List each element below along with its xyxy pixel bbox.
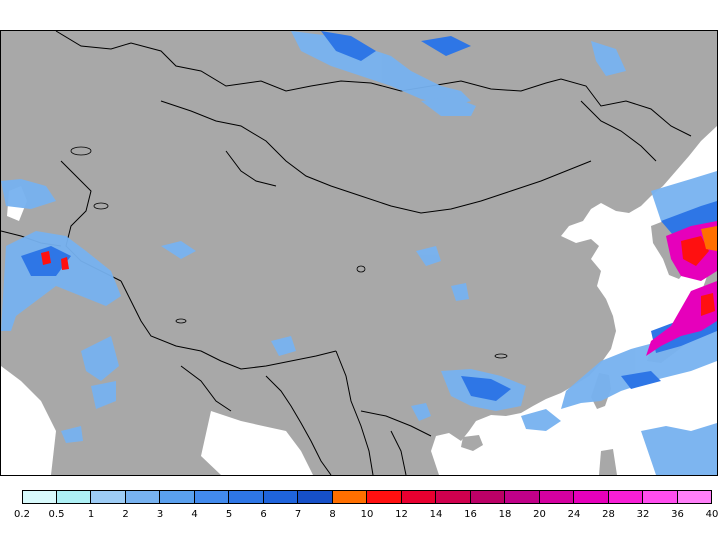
legend-tick-label: 18 bbox=[498, 509, 512, 520]
precip-orange bbox=[701, 226, 717, 251]
legend-swatch bbox=[298, 490, 333, 504]
precipitation-map bbox=[0, 30, 718, 476]
legend-swatch bbox=[470, 490, 505, 504]
legend-swatch bbox=[574, 490, 609, 504]
legend-tick-label: 32 bbox=[636, 509, 650, 520]
lakes bbox=[70, 146, 508, 359]
legend-tick-label: 10 bbox=[360, 509, 374, 520]
legend-swatch bbox=[332, 490, 367, 504]
legend-tick-label: 40 bbox=[705, 509, 719, 520]
legend-swatch bbox=[436, 490, 471, 504]
legend-tick-label: 3 bbox=[156, 509, 164, 520]
legend-tick-label: 16 bbox=[464, 509, 477, 520]
legend-tick-label: 12 bbox=[395, 509, 408, 520]
legend-tick-label: 28 bbox=[602, 509, 615, 520]
legend-tick-label: 7 bbox=[294, 509, 302, 520]
precip-extreme bbox=[41, 236, 715, 316]
arabian-sea bbox=[1, 366, 56, 475]
legend-swatch bbox=[677, 490, 712, 504]
legend-swatch bbox=[643, 490, 678, 504]
legend-swatch bbox=[194, 490, 229, 504]
legend-tick-label: 1 bbox=[87, 509, 95, 520]
legend-swatch bbox=[56, 490, 91, 504]
hainan-island bbox=[461, 435, 483, 451]
legend-tick-label: 4 bbox=[191, 509, 198, 520]
philippines-island bbox=[599, 449, 617, 475]
legend-tick-label: 24 bbox=[567, 509, 581, 520]
legend-swatch bbox=[91, 490, 126, 504]
legend-swatch bbox=[263, 490, 298, 504]
legend-tick-label: 5 bbox=[225, 509, 233, 520]
map-canvas bbox=[1, 31, 717, 475]
legend-swatch bbox=[229, 490, 264, 504]
legend-swatch bbox=[401, 490, 436, 504]
legend-tick-label: 20 bbox=[533, 509, 546, 520]
legend-tick-label: 36 bbox=[671, 509, 684, 520]
legend-swatch bbox=[125, 490, 160, 504]
legend-swatch bbox=[22, 490, 57, 504]
legend-swatch bbox=[539, 490, 574, 504]
precip-legend bbox=[22, 490, 712, 504]
legend-tick-label: 2 bbox=[122, 509, 129, 520]
legend-tick-label: 0.2 bbox=[14, 509, 30, 520]
legend-tick-label: 14 bbox=[429, 509, 443, 520]
legend-tick-label: 6 bbox=[260, 509, 267, 520]
legend-swatch bbox=[505, 490, 540, 504]
legend-swatch bbox=[160, 490, 195, 504]
legend-tick-label: 8 bbox=[329, 509, 336, 520]
land-mass bbox=[1, 31, 717, 475]
legend-swatch bbox=[367, 490, 402, 504]
legend-swatch bbox=[608, 490, 643, 504]
legend-tick-label: 0.5 bbox=[48, 509, 65, 520]
bay-of-bengal bbox=[201, 411, 313, 475]
